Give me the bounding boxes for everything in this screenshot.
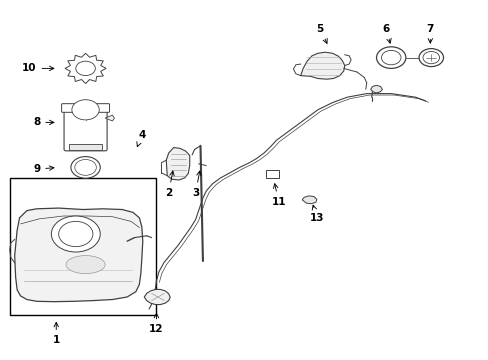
Text: 8: 8 [33, 117, 54, 127]
Text: 9: 9 [33, 164, 54, 174]
Circle shape [76, 61, 95, 76]
Polygon shape [105, 115, 114, 121]
Text: 13: 13 [309, 205, 324, 223]
Text: 2: 2 [165, 171, 174, 198]
Text: 11: 11 [271, 184, 285, 207]
Polygon shape [144, 289, 170, 305]
Polygon shape [166, 148, 189, 180]
Polygon shape [370, 85, 382, 93]
Polygon shape [65, 53, 106, 84]
Text: 7: 7 [426, 24, 433, 43]
Polygon shape [15, 208, 142, 302]
Circle shape [422, 51, 439, 64]
Ellipse shape [66, 256, 105, 274]
FancyBboxPatch shape [64, 108, 107, 151]
Circle shape [381, 50, 400, 65]
Text: 5: 5 [316, 24, 326, 43]
Circle shape [72, 100, 99, 120]
Circle shape [376, 47, 405, 68]
Circle shape [418, 49, 443, 67]
Text: 1: 1 [53, 323, 60, 345]
Bar [69, 144, 102, 150]
Bar [10, 178, 156, 315]
Polygon shape [300, 52, 344, 79]
Text: 6: 6 [382, 24, 390, 43]
FancyBboxPatch shape [61, 104, 109, 112]
Text: 10: 10 [22, 63, 54, 73]
Text: 4: 4 [137, 130, 145, 147]
Circle shape [71, 157, 100, 178]
Circle shape [51, 216, 100, 252]
Circle shape [75, 159, 96, 175]
Bar [265, 170, 279, 178]
Text: 12: 12 [149, 314, 163, 334]
Text: 3: 3 [192, 171, 201, 198]
Polygon shape [302, 196, 316, 204]
Circle shape [59, 221, 93, 247]
